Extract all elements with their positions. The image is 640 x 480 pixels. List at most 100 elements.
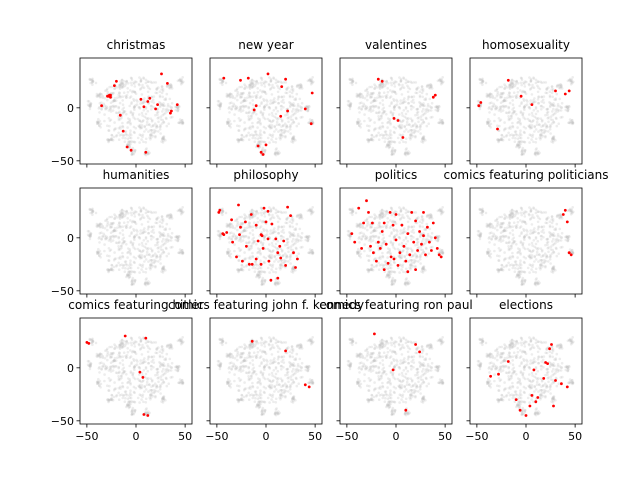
background-point	[377, 221, 381, 224]
background-point	[252, 240, 256, 243]
background-point	[109, 107, 112, 111]
background-point	[268, 119, 272, 122]
background-point	[240, 133, 244, 137]
background-point	[166, 108, 170, 112]
background-point	[374, 241, 378, 244]
background-point	[139, 218, 142, 221]
background-point	[130, 83, 133, 87]
background-point	[248, 87, 252, 90]
background-point	[264, 279, 267, 282]
background-point	[536, 210, 540, 213]
background-point	[368, 223, 372, 227]
background-point	[110, 138, 114, 141]
background-point	[507, 221, 511, 224]
background-point	[523, 105, 526, 109]
background-point	[437, 104, 441, 108]
background-point	[147, 282, 150, 286]
background-point	[117, 261, 120, 265]
background-point	[407, 150, 410, 153]
background-point	[241, 109, 245, 112]
background-point	[218, 105, 222, 108]
background-point	[380, 86, 384, 89]
background-point	[261, 243, 265, 246]
background-point	[381, 99, 385, 102]
background-point	[277, 101, 280, 105]
background-point	[250, 81, 254, 84]
background-point	[235, 88, 239, 92]
background-point	[142, 109, 146, 112]
background-point	[227, 251, 230, 255]
background-point	[284, 259, 288, 263]
background-point	[140, 268, 143, 271]
background-point	[110, 225, 113, 229]
background-point	[308, 235, 311, 238]
background-point	[89, 232, 92, 235]
background-point	[147, 130, 150, 133]
background-point	[278, 136, 282, 139]
background-point	[277, 152, 280, 156]
background-point	[519, 240, 523, 243]
highlight-point	[222, 233, 226, 237]
background-point	[150, 263, 154, 267]
background-point	[279, 258, 282, 262]
background-point	[142, 77, 146, 80]
background-point	[480, 81, 484, 85]
background-point	[387, 140, 391, 143]
background-point	[366, 268, 369, 272]
background-point	[138, 113, 141, 116]
background-point	[522, 130, 526, 134]
background-point	[288, 105, 292, 109]
background-point	[87, 100, 91, 103]
background-point	[509, 127, 512, 130]
background-point	[380, 208, 384, 212]
background-point	[478, 208, 482, 211]
highlight-point	[310, 91, 314, 95]
highlight-point	[154, 107, 158, 111]
background-point	[529, 218, 532, 221]
background-point	[521, 148, 524, 152]
background-point	[128, 275, 131, 278]
background-point	[527, 105, 531, 109]
background-point	[398, 106, 401, 109]
background-point	[119, 212, 123, 216]
background-point	[488, 93, 492, 96]
background-point	[137, 124, 140, 128]
background-point	[87, 230, 91, 233]
background-point	[537, 152, 540, 156]
background-point	[274, 208, 278, 212]
background-point	[377, 223, 381, 227]
background-point	[128, 249, 131, 253]
highlight-point	[148, 96, 152, 100]
background-point	[308, 209, 311, 212]
background-point	[551, 252, 554, 255]
background-point	[140, 254, 144, 257]
background-point	[530, 254, 534, 257]
background-point	[286, 116, 290, 120]
background-point	[127, 273, 131, 277]
background-point	[421, 89, 425, 93]
background-point	[435, 104, 439, 108]
background-point	[218, 107, 222, 111]
background-point	[161, 113, 165, 117]
background-point	[119, 127, 122, 130]
background-point	[152, 124, 155, 127]
background-point	[380, 244, 383, 248]
background-point	[417, 130, 420, 133]
background-point	[354, 211, 358, 215]
background-point	[229, 126, 232, 129]
background-point	[398, 213, 401, 217]
background-point	[231, 105, 234, 109]
background-point	[269, 232, 272, 235]
background-point	[133, 238, 136, 241]
background-point	[522, 255, 526, 259]
background-point	[418, 125, 422, 129]
background-point	[507, 91, 511, 94]
highlight-point	[264, 143, 268, 147]
background-point	[501, 91, 505, 95]
background-point	[383, 84, 387, 88]
background-point	[426, 233, 430, 236]
background-point	[507, 245, 510, 248]
background-point	[120, 244, 123, 248]
background-point	[128, 266, 131, 270]
background-point	[271, 265, 274, 269]
